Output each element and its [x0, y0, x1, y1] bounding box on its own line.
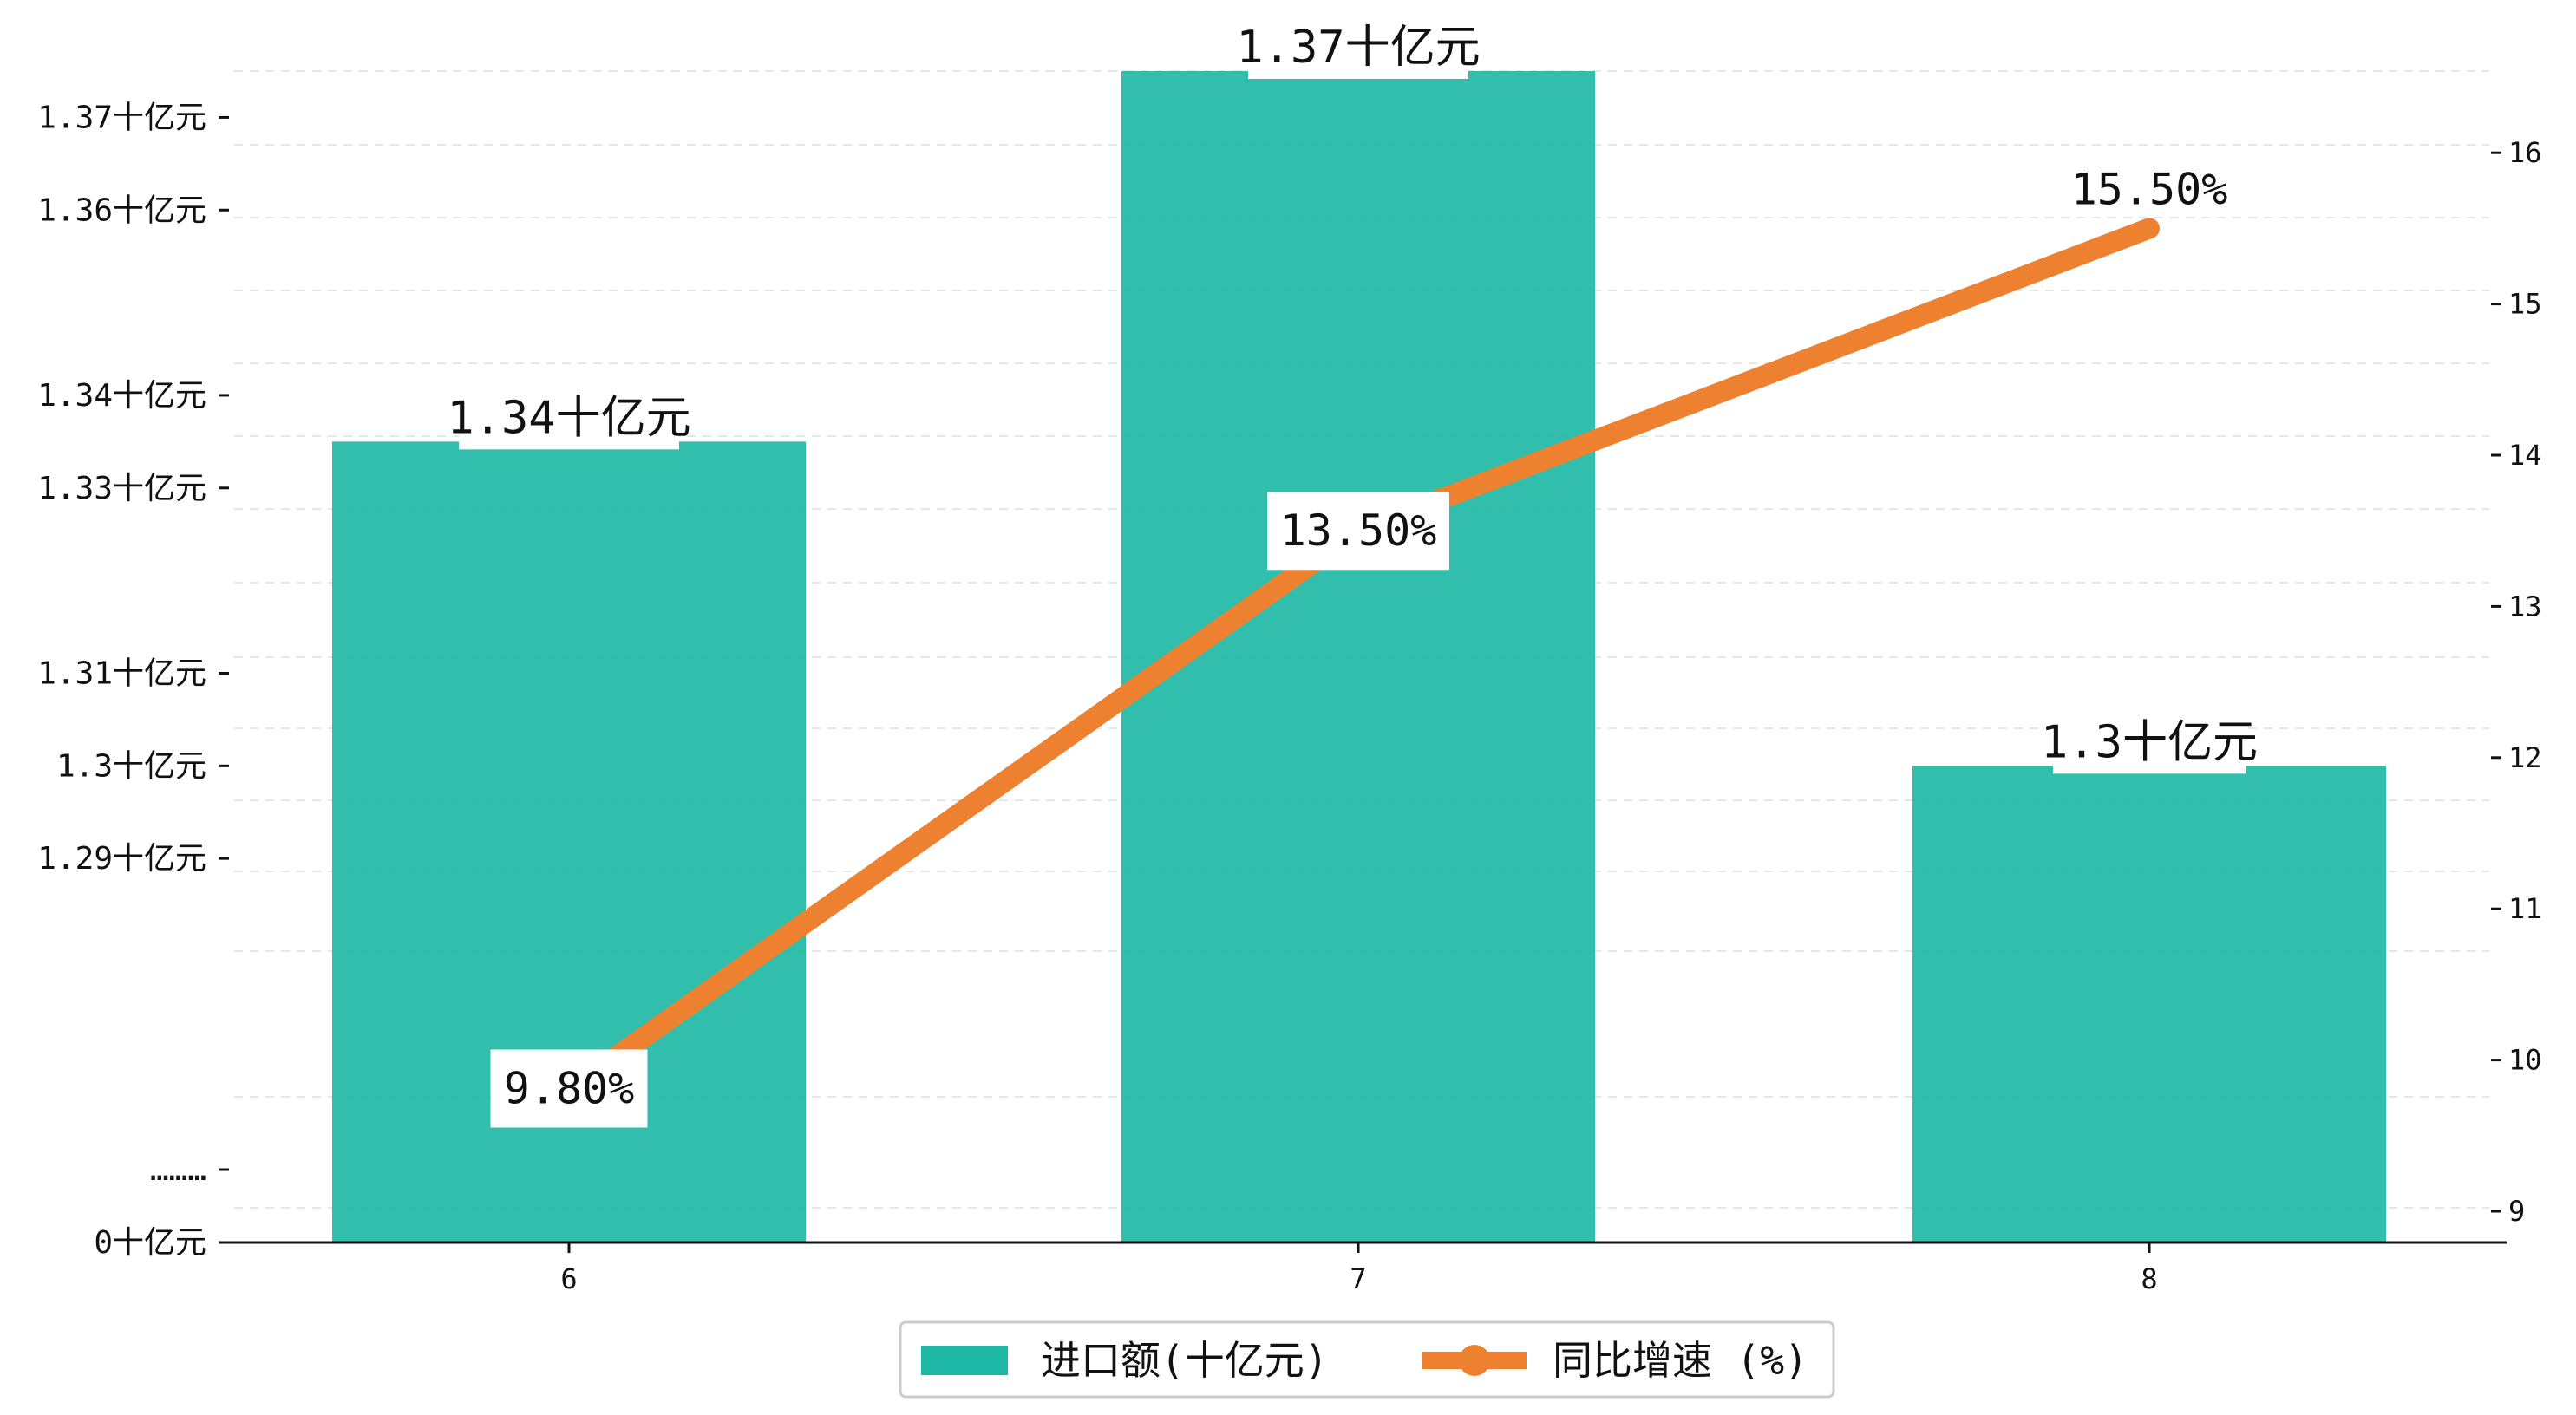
bar-data-label: 1.37十亿元 [1236, 22, 1480, 74]
bar-data-label: 1.3十亿元 [2041, 716, 2258, 768]
bar-data-label-bg [459, 385, 679, 450]
left-tick-label: 1.33十亿元 [37, 471, 206, 506]
right-tick-label: 15 [2508, 288, 2542, 321]
left-y-axis: 0十亿元 ……… 1.29十亿元 1.3十亿元 1.31十亿元 1.33十亿元 1.34十亿… [37, 100, 229, 1261]
right-tick-label: 13 [2508, 590, 2542, 623]
line-data-label-bg [1267, 492, 1449, 571]
x-tick-label: 7 [1350, 1262, 1366, 1295]
right-tick-label: 16 [2508, 136, 2542, 169]
left-tick-label: 1.31十亿元 [37, 655, 206, 691]
left-tick-label: 1.36十亿元 [37, 192, 206, 228]
x-tick-label: 8 [2141, 1262, 2157, 1295]
left-tick-label: 1.29十亿元 [37, 841, 206, 877]
legend-bar-swatch [921, 1346, 1008, 1375]
bar-8 [1912, 766, 2386, 1242]
line-data-label-bg [490, 1049, 648, 1128]
right-tick-label: 9 [2508, 1195, 2525, 1228]
bar-data-label: 1.34十亿元 [447, 392, 690, 444]
bar-7 [1121, 71, 1595, 1242]
data-labels: 1.34十亿元 1.37十亿元 1.3十亿元 9.80% 13.50% 15.50% [447, 15, 2258, 1128]
legend-bar-label: 进口额(十亿元) [1041, 1337, 1328, 1384]
legend-line-marker [1459, 1345, 1490, 1376]
right-tick-label: 14 [2508, 439, 2542, 472]
left-tick-label: ……… [150, 1152, 206, 1188]
right-y-axis: 9 10 11 12 13 14 15 16 [2491, 136, 2542, 1228]
left-tick-label: 1.37十亿元 [37, 100, 206, 135]
legend: 进口额(十亿元) 同比增速 (%) [899, 1320, 1835, 1399]
line-data-label: 15.50% [2071, 164, 2228, 214]
right-tick-label: 12 [2508, 741, 2542, 774]
bar-data-label-bg [1248, 15, 1468, 79]
right-tick-label: 10 [2508, 1044, 2542, 1077]
legend-box [899, 1320, 1835, 1399]
left-tick-label: 1.3十亿元 [56, 748, 206, 784]
bar-series [332, 71, 2386, 1242]
bar-data-label-bg [2053, 709, 2246, 774]
x-tick-label: 6 [560, 1262, 577, 1295]
left-tick-label: 0十亿元 [94, 1225, 206, 1261]
line-data-label: 13.50% [1280, 505, 1437, 556]
right-tick-label: 11 [2508, 892, 2542, 925]
x-axis: 6 7 8 [560, 1242, 2158, 1295]
line-data-label: 9.80% [504, 1063, 635, 1113]
left-tick-label: 1.34十亿元 [37, 378, 206, 414]
legend-line-label: 同比增速 (%) [1553, 1337, 1808, 1384]
line-point-8 [2139, 218, 2160, 239]
